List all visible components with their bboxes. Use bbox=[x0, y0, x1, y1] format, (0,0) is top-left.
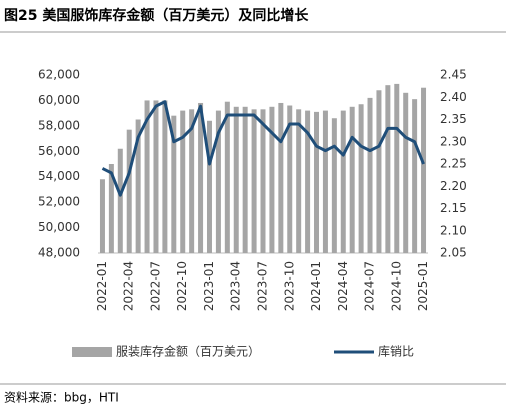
bar bbox=[403, 92, 409, 253]
y2-tick-label: 2.35 bbox=[440, 112, 467, 126]
y-tick-label: 60,000 bbox=[38, 93, 80, 107]
bar bbox=[206, 120, 212, 254]
x-tick-label: 2023-01 bbox=[202, 261, 216, 311]
y-tick-label: 62,000 bbox=[38, 68, 80, 82]
bar bbox=[135, 119, 141, 253]
bar bbox=[394, 83, 400, 254]
bar bbox=[349, 106, 355, 254]
bar bbox=[412, 99, 418, 254]
legend-swatch bbox=[72, 347, 112, 357]
y2-tick-label: 2.40 bbox=[440, 90, 467, 104]
y-tick-label: 50,000 bbox=[38, 220, 80, 234]
x-tick-label: 2022-07 bbox=[148, 261, 162, 311]
bar bbox=[171, 115, 177, 253]
x-tick-label: 2022-01 bbox=[95, 261, 109, 311]
bar bbox=[242, 106, 248, 254]
x-tick-label: 2023-04 bbox=[229, 261, 243, 311]
chart-title: 图25 美国服饰库存金额（百万美元）及同比增长 bbox=[4, 7, 309, 24]
x-tick-label: 2024-04 bbox=[336, 261, 350, 311]
bar bbox=[278, 102, 284, 253]
bar bbox=[180, 110, 186, 253]
bar bbox=[287, 105, 293, 253]
x-tick-label: 2022-04 bbox=[122, 261, 136, 311]
y2-tick-label: 2.45 bbox=[440, 68, 467, 82]
bar bbox=[162, 100, 168, 253]
bar bbox=[198, 102, 204, 253]
bar bbox=[233, 106, 239, 254]
y2-tick-label: 2.10 bbox=[440, 223, 467, 237]
x-tick-label: 2023-10 bbox=[282, 261, 296, 311]
bar bbox=[269, 106, 275, 254]
y-tick-label: 54,000 bbox=[38, 169, 80, 183]
y-tick-label: 58,000 bbox=[38, 118, 80, 132]
y2-tick-label: 2.20 bbox=[440, 179, 467, 193]
source-note: 资料来源：bbg，HTI bbox=[4, 391, 119, 405]
bar bbox=[99, 179, 105, 253]
bar bbox=[367, 97, 373, 253]
bar bbox=[322, 110, 328, 253]
line bbox=[101, 100, 425, 197]
y2-tick-label: 2.25 bbox=[440, 157, 467, 171]
y2-tick-label: 2.15 bbox=[440, 201, 467, 215]
x-tick-label: 2022-10 bbox=[175, 261, 189, 311]
bar bbox=[215, 110, 221, 253]
bar bbox=[385, 85, 391, 254]
bar bbox=[358, 104, 364, 253]
legend-label: 服装库存金额（百万美元） bbox=[116, 344, 260, 359]
y-tick-label: 52,000 bbox=[38, 195, 80, 209]
bar bbox=[376, 90, 382, 253]
x-tick-label: 2024-07 bbox=[363, 261, 377, 311]
bar bbox=[153, 100, 159, 253]
bar bbox=[224, 101, 230, 253]
bar bbox=[305, 110, 311, 253]
bar bbox=[296, 109, 302, 253]
bar bbox=[108, 164, 114, 253]
y-tick-label: 48,000 bbox=[38, 246, 80, 260]
bar bbox=[260, 109, 266, 253]
bar bbox=[421, 87, 427, 253]
x-tick-label: 2024-10 bbox=[389, 261, 403, 311]
y2-tick-label: 2.05 bbox=[440, 246, 467, 260]
bar bbox=[251, 109, 257, 253]
y2-tick-label: 2.30 bbox=[440, 134, 467, 148]
bar bbox=[340, 110, 346, 253]
bar bbox=[126, 129, 132, 253]
legend-label: 库销比 bbox=[378, 344, 414, 359]
x-tick-label: 2023-07 bbox=[256, 261, 270, 311]
x-tick-label: 2025-01 bbox=[416, 261, 430, 311]
bar bbox=[314, 111, 320, 253]
bar bbox=[144, 100, 150, 253]
bar bbox=[189, 109, 195, 253]
x-tick-label: 2024-01 bbox=[309, 261, 323, 311]
y-tick-label: 56,000 bbox=[38, 144, 80, 158]
bar bbox=[331, 118, 337, 253]
bar bbox=[117, 148, 123, 253]
